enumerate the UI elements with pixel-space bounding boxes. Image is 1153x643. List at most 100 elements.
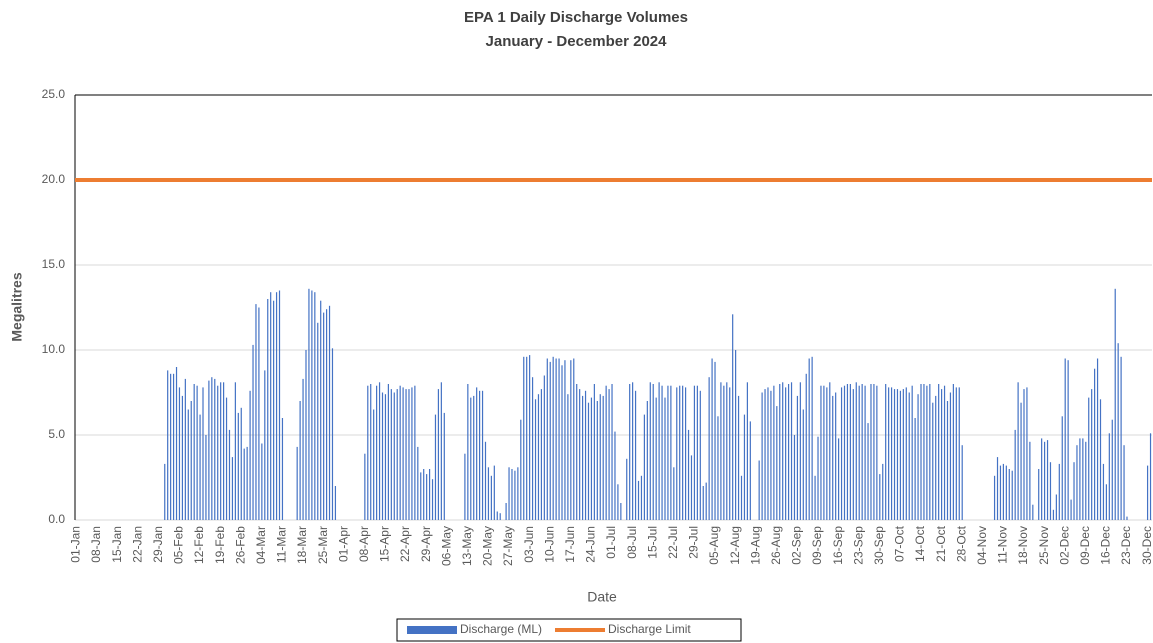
bar	[181, 395, 184, 520]
legend-label: Discharge (ML)	[460, 622, 542, 636]
x-tick-label: 22-Jan	[130, 526, 144, 563]
bar	[328, 305, 331, 520]
bar	[702, 486, 704, 520]
bar	[1094, 368, 1096, 520]
bar	[484, 441, 487, 520]
bar	[632, 382, 634, 520]
bar	[634, 390, 637, 520]
bar	[929, 384, 931, 520]
bar	[593, 384, 595, 520]
x-tick-label: 15-Jan	[110, 526, 124, 563]
bar	[787, 384, 790, 520]
bar	[723, 385, 725, 520]
bar	[1061, 416, 1063, 520]
x-tick-label: 07-Oct	[893, 525, 907, 562]
bar	[199, 414, 201, 520]
bar	[776, 406, 778, 520]
bar	[367, 385, 369, 520]
bar	[996, 457, 999, 520]
bar	[882, 463, 884, 520]
bar	[838, 438, 840, 520]
bar	[540, 389, 543, 520]
bar	[387, 384, 389, 520]
bar	[720, 382, 722, 520]
bar	[832, 395, 834, 520]
bar	[420, 472, 422, 520]
bar	[1082, 438, 1084, 520]
bar	[193, 384, 195, 520]
bar	[1091, 389, 1093, 520]
x-tick-label: 03-Jun	[522, 526, 536, 563]
x-tick-label: 15-Apr	[378, 526, 392, 562]
bar	[390, 389, 392, 520]
bar	[1002, 463, 1004, 520]
bar	[323, 312, 325, 520]
bar	[434, 414, 437, 520]
bar	[902, 389, 904, 520]
bar	[208, 380, 210, 520]
bar	[679, 385, 681, 520]
bar	[411, 387, 413, 520]
bar	[473, 395, 475, 520]
bar	[885, 384, 887, 520]
bar	[590, 397, 593, 520]
bar	[852, 389, 854, 520]
bar	[1064, 358, 1066, 520]
x-tick-label: 18-Mar	[295, 526, 309, 564]
x-tick-label: 21-Oct	[934, 525, 948, 562]
bar	[172, 373, 175, 520]
bar	[514, 470, 516, 520]
x-tick-label: 04-Nov	[975, 526, 989, 565]
x-tick-label: 08-Jan	[89, 526, 103, 563]
x-tick-label: 05-Feb	[172, 526, 186, 564]
legend-box	[396, 618, 742, 642]
bar	[699, 390, 701, 520]
x-tick-label: 16-Sep	[831, 526, 845, 565]
bar	[905, 387, 907, 520]
bar	[487, 467, 490, 520]
bar	[417, 446, 419, 520]
bar	[555, 358, 557, 520]
bar	[258, 307, 260, 520]
bar	[649, 382, 651, 520]
bar	[1117, 343, 1119, 520]
bar	[255, 304, 257, 520]
bar	[205, 435, 207, 520]
bar	[896, 389, 899, 520]
bar	[526, 356, 528, 520]
bar	[381, 392, 384, 520]
bar	[261, 443, 263, 520]
bar	[558, 358, 560, 520]
bar	[1099, 399, 1102, 520]
bar	[611, 384, 613, 520]
bar	[252, 344, 254, 520]
bar	[273, 300, 275, 520]
bar	[270, 292, 272, 520]
bar	[1108, 433, 1110, 520]
bar	[820, 385, 822, 520]
bar	[190, 401, 192, 520]
x-tick-label: 24-Jun	[584, 526, 598, 563]
x-tick-label: 17-Jun	[563, 526, 577, 563]
bar	[584, 390, 587, 520]
bar	[614, 431, 616, 520]
bar	[302, 378, 304, 520]
bar	[517, 467, 519, 520]
bar	[655, 397, 657, 520]
bar	[549, 361, 551, 520]
bar	[414, 385, 416, 520]
x-tick-label: 23-Sep	[851, 526, 865, 565]
bar	[202, 387, 204, 520]
bar	[396, 389, 398, 520]
bar	[440, 382, 442, 520]
bar	[693, 385, 696, 520]
bar	[1023, 389, 1025, 520]
bar	[955, 387, 957, 520]
x-tick-label: 20-May	[481, 526, 495, 566]
bar	[676, 387, 678, 520]
bar	[696, 385, 698, 520]
x-tick-label: 09-Dec	[1078, 526, 1092, 565]
bar	[1041, 438, 1043, 520]
x-tick-label: 29-Apr	[419, 526, 433, 562]
